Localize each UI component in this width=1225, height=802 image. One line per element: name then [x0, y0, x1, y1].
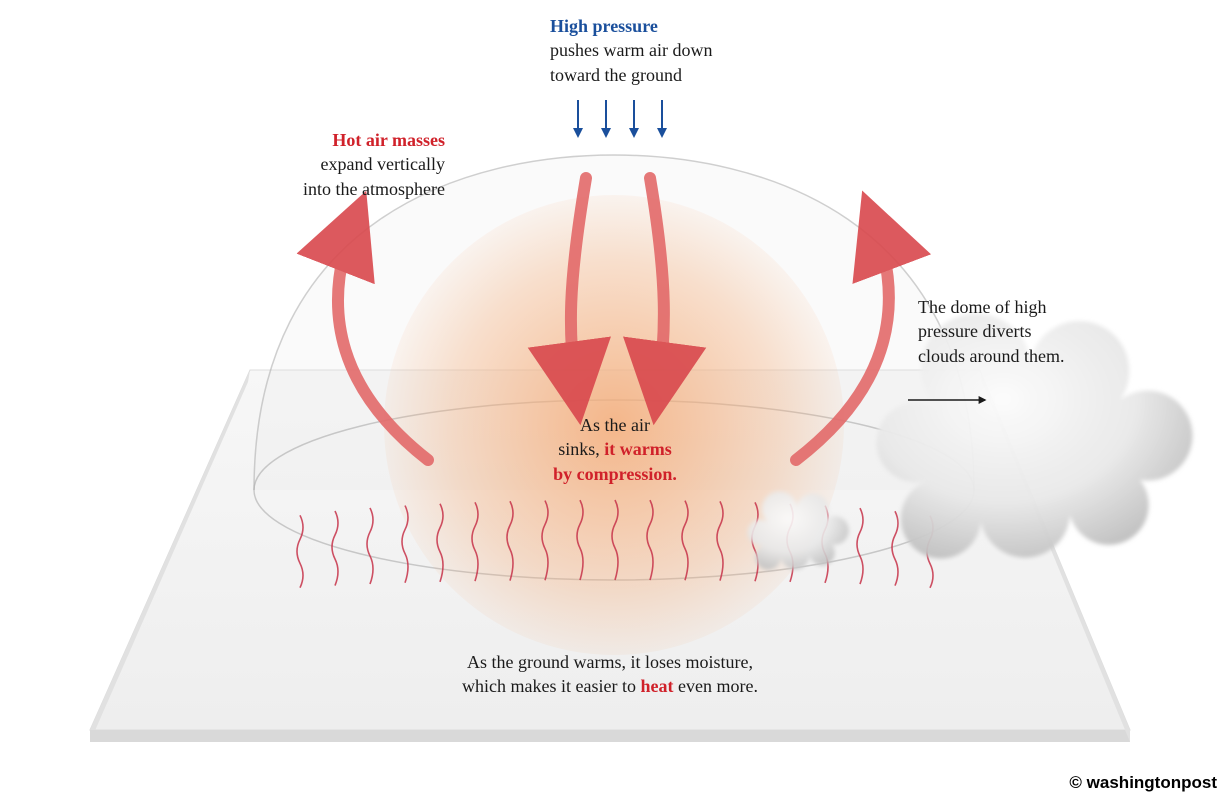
ground-line2b: heat	[640, 676, 673, 696]
clouds-line2: pressure diverts	[918, 321, 1031, 341]
hot-air-line1: expand vertically	[321, 154, 445, 174]
clouds-line1: The dome of high	[918, 297, 1046, 317]
ground-line2a: which makes it easier to	[462, 676, 640, 696]
credit-text: © washingtonpost	[1069, 773, 1217, 793]
high-pressure-arrows-icon	[578, 100, 662, 134]
hot-air-label: Hot air masses expand vertically into th…	[225, 128, 445, 201]
high-pressure-line1: pushes warm air down	[550, 40, 712, 60]
high-pressure-bold: High pressure	[550, 16, 658, 36]
compression-label: As the air sinks, it warms by compressio…	[515, 413, 715, 486]
compression-line1: As the air	[580, 415, 650, 435]
ground-line1: As the ground warms, it loses moisture,	[467, 652, 753, 672]
compression-line2a: sinks,	[558, 439, 604, 459]
clouds-label: The dome of high pressure diverts clouds…	[918, 295, 1128, 368]
high-pressure-label: High pressure pushes warm air down towar…	[550, 14, 810, 87]
clouds-line3: clouds around them.	[918, 346, 1064, 366]
ground-line2c: even more.	[673, 676, 757, 696]
compression-line3: by compression.	[553, 464, 677, 484]
diagram-canvas: High pressure pushes warm air down towar…	[0, 0, 1225, 797]
ground-label: As the ground warms, it loses moisture, …	[360, 650, 860, 699]
hot-air-bold: Hot air masses	[332, 130, 445, 150]
compression-line2b: it warms	[604, 439, 671, 459]
hot-air-line2: into the atmosphere	[303, 179, 445, 199]
high-pressure-line2: toward the ground	[550, 65, 682, 85]
